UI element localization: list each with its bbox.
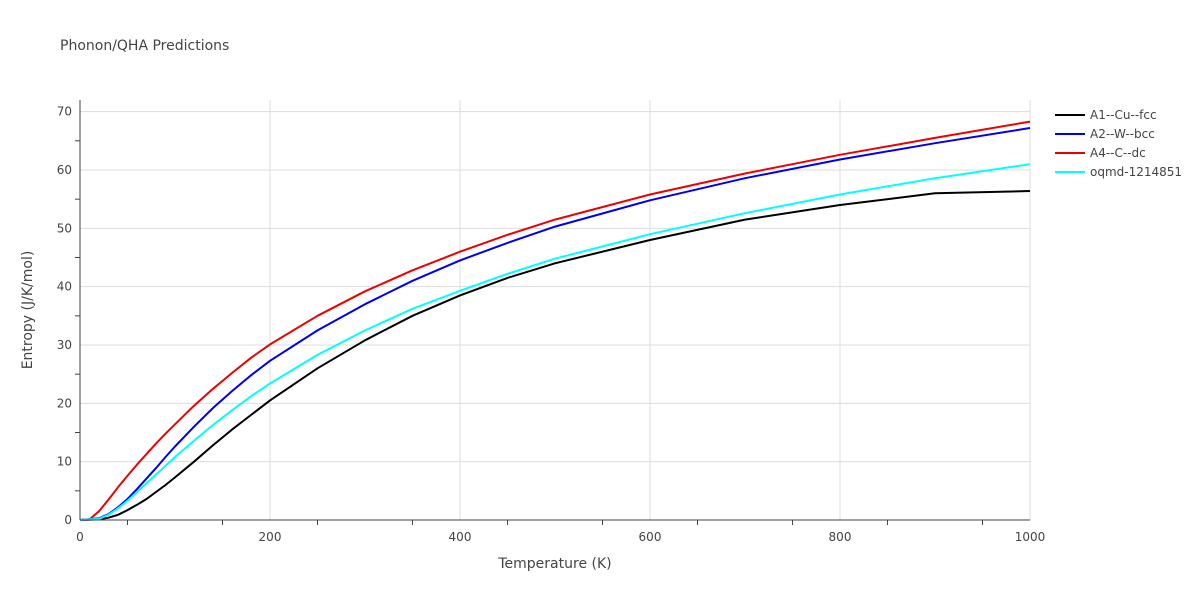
plot-lines bbox=[79, 120, 1031, 521]
x-tick-label: 200 bbox=[259, 530, 282, 544]
ticks: 0 200 400 600 800 1000 0 10 20 30 40 50 60 70 bbox=[57, 105, 1046, 544]
legend-label: A1--Cu--fcc bbox=[1090, 108, 1157, 122]
legend-label: oqmd-1214851 bbox=[1090, 165, 1182, 179]
legend-item[interactable]: oqmd-1214851 bbox=[1055, 165, 1182, 179]
y-tick-label: 50 bbox=[57, 221, 72, 235]
legend-label: A4--C--dc bbox=[1090, 146, 1146, 160]
legend-item[interactable]: A4--C--dc bbox=[1055, 146, 1146, 160]
y-tick-label: 10 bbox=[57, 455, 72, 469]
y-tick-label: 70 bbox=[57, 105, 72, 119]
x-tick-label: 0 bbox=[76, 530, 84, 544]
legend-item[interactable]: A2--W--bcc bbox=[1055, 127, 1155, 141]
x-axis-title: Temperature (K) bbox=[497, 556, 611, 572]
y-tick-label: 20 bbox=[57, 396, 72, 410]
series-line-3 bbox=[79, 120, 1031, 521]
y-tick-label: 60 bbox=[57, 163, 72, 177]
series-line-2 bbox=[79, 127, 1031, 521]
y-tick-label: 0 bbox=[64, 513, 72, 527]
y-tick-label: 40 bbox=[57, 280, 72, 294]
y-tick-label: 30 bbox=[57, 338, 72, 352]
x-tick-label: 800 bbox=[829, 530, 852, 544]
x-tick-label: 600 bbox=[639, 530, 662, 544]
x-tick-label: 400 bbox=[449, 530, 472, 544]
grid bbox=[80, 100, 1031, 520]
y-axis-title: Entropy (J/K/mol) bbox=[20, 251, 36, 370]
series-line-1 bbox=[79, 190, 1031, 521]
legend[interactable]: A1--Cu--fcc A2--W--bcc A4--C--dc oqmd-12148… bbox=[1055, 108, 1182, 179]
axes bbox=[75, 100, 1030, 525]
chart-title: Phonon/QHA Predictions bbox=[60, 38, 229, 54]
legend-label: A2--W--bcc bbox=[1090, 127, 1155, 141]
series-line-4 bbox=[79, 163, 1031, 521]
x-tick-label: 1000 bbox=[1015, 530, 1046, 544]
legend-item[interactable]: A1--Cu--fcc bbox=[1055, 108, 1157, 122]
